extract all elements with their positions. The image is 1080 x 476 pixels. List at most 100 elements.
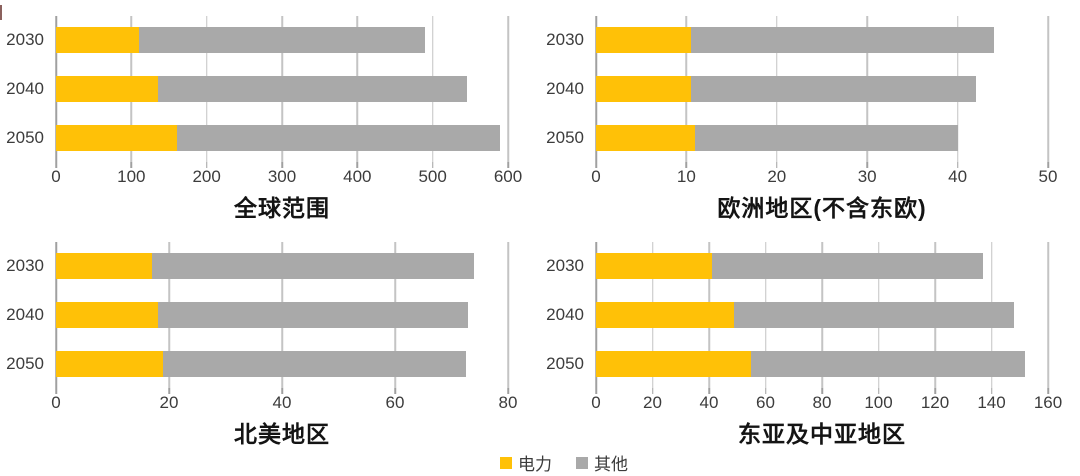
x-tick-label: 20 bbox=[159, 393, 179, 412]
legend-label-electricity: 电力 bbox=[518, 455, 552, 474]
bar-segment-electricity bbox=[56, 124, 177, 151]
stacked-bar bbox=[596, 350, 1048, 377]
stacked-bar bbox=[596, 27, 1048, 54]
legend-swatch-other-icon bbox=[576, 456, 588, 469]
tick-mark bbox=[55, 388, 57, 394]
legend-swatch-electricity-icon bbox=[500, 456, 512, 469]
bar-segment-other bbox=[751, 350, 1026, 377]
x-tick-label: 100 bbox=[117, 167, 146, 186]
x-tick-label: 600 bbox=[493, 167, 523, 186]
bar-row bbox=[56, 113, 508, 162]
y-axis-label: 2030 bbox=[546, 30, 584, 50]
chart-panel-global: 2030 2040 2050 0 100 200 300 400 500 600 全球范围 bbox=[0, 16, 540, 221]
tick-mark bbox=[990, 388, 993, 394]
x-axis: 0 10 20 30 40 50 bbox=[591, 162, 1057, 186]
y-axis-label: 2040 bbox=[546, 79, 584, 98]
bar-segment-other bbox=[157, 301, 469, 328]
x-tick-label: 0 bbox=[591, 393, 601, 412]
plot-area bbox=[55, 242, 509, 394]
legend: 电力 其他 bbox=[24, 450, 1080, 475]
x-tick-label: 80 bbox=[812, 393, 832, 412]
stacked-bar bbox=[56, 27, 508, 54]
chart-title: 北美地区 bbox=[234, 421, 330, 447]
legend-item-other: 其他 bbox=[576, 450, 628, 475]
tick-mark bbox=[764, 388, 767, 394]
x-tick-label: 0 bbox=[51, 167, 61, 186]
chart-title: 全球范围 bbox=[234, 195, 330, 221]
x-tick-label: 20 bbox=[643, 393, 662, 412]
stacked-bar bbox=[56, 301, 508, 328]
y-axis-labels: 2030 2040 2050 bbox=[540, 242, 596, 388]
legend-item-electricity: 电力 bbox=[500, 450, 552, 475]
x-tick-label: 40 bbox=[948, 167, 968, 186]
bar-segment-other bbox=[157, 75, 467, 102]
x-tick-label: 40 bbox=[699, 393, 719, 412]
bar-row bbox=[56, 16, 508, 65]
bar-row bbox=[56, 291, 508, 340]
y-axis-label: 2030 bbox=[6, 256, 44, 276]
y-axis-label: 2050 bbox=[6, 127, 44, 147]
bar-row bbox=[596, 291, 1048, 340]
tick-mark bbox=[281, 388, 283, 394]
plot-area bbox=[595, 16, 1049, 168]
bar-segment-other bbox=[711, 253, 983, 280]
tick-mark bbox=[1047, 162, 1049, 168]
gridline bbox=[1047, 242, 1049, 388]
y-axis-label: 2050 bbox=[546, 127, 584, 147]
gridline bbox=[507, 242, 509, 388]
tick-mark bbox=[821, 388, 823, 394]
tick-mark bbox=[595, 162, 597, 168]
x-tick-label: 140 bbox=[977, 393, 1006, 412]
bar-row bbox=[56, 65, 508, 114]
bar-row bbox=[56, 339, 508, 388]
x-tick-label: 120 bbox=[920, 393, 950, 412]
bar-segment-other bbox=[690, 27, 994, 54]
bar-segment-electricity bbox=[56, 301, 158, 328]
gridline bbox=[507, 16, 509, 162]
tick-mark bbox=[55, 162, 57, 168]
x-tick-label: 80 bbox=[498, 393, 518, 412]
chart-panel-east-asia: 2030 2040 2050 0 20 40 60 80 100 120 140 160 东亚及中亚… bbox=[540, 242, 1080, 447]
tick-mark bbox=[866, 162, 868, 168]
gridline bbox=[1047, 16, 1049, 162]
y-axis-label: 2040 bbox=[6, 79, 44, 98]
tick-mark bbox=[956, 162, 959, 168]
y-axis-label: 2050 bbox=[6, 353, 44, 373]
bar-segment-electricity bbox=[596, 27, 691, 54]
bar-segment-other bbox=[176, 124, 501, 151]
stacked-bar bbox=[596, 75, 1048, 102]
tick-mark bbox=[507, 388, 509, 394]
y-axis-label: 2040 bbox=[6, 305, 44, 324]
bar-row bbox=[596, 65, 1048, 114]
stacked-bar bbox=[56, 75, 508, 102]
bar-segment-electricity bbox=[596, 253, 712, 280]
x-tick-label: 160 bbox=[1033, 393, 1063, 412]
bar-row bbox=[596, 113, 1048, 162]
tick-mark bbox=[595, 388, 597, 394]
x-tick-label: 400 bbox=[343, 167, 372, 186]
chart-title: 欧洲地区(不含东欧) bbox=[717, 195, 927, 221]
tick-mark bbox=[130, 162, 133, 168]
x-axis: 0 20 40 60 80 100 120 140 160 bbox=[591, 388, 1062, 412]
stacked-bar bbox=[596, 253, 1048, 280]
stacked-bar bbox=[596, 301, 1048, 328]
plot-area bbox=[55, 16, 509, 168]
y-axis-label: 2050 bbox=[546, 353, 584, 373]
tick-mark bbox=[708, 388, 710, 394]
tick-mark bbox=[877, 388, 880, 394]
bar-row bbox=[596, 16, 1048, 65]
x-tick-label: 100 bbox=[864, 393, 893, 412]
x-tick-label: 60 bbox=[756, 393, 775, 412]
bar-segment-electricity bbox=[596, 301, 735, 328]
tick-mark bbox=[934, 388, 936, 394]
y-axis-label: 2030 bbox=[546, 256, 584, 276]
x-tick-label: 500 bbox=[418, 167, 447, 186]
y-axis-labels: 2030 2040 2050 bbox=[0, 242, 56, 388]
bar-segment-other bbox=[163, 350, 466, 377]
x-tick-label: 50 bbox=[1038, 167, 1058, 186]
bar-segment-electricity bbox=[596, 75, 691, 102]
x-tick-label: 10 bbox=[676, 167, 696, 186]
x-axis: 0 20 40 60 80 bbox=[51, 388, 517, 412]
tick-mark bbox=[1047, 388, 1049, 394]
